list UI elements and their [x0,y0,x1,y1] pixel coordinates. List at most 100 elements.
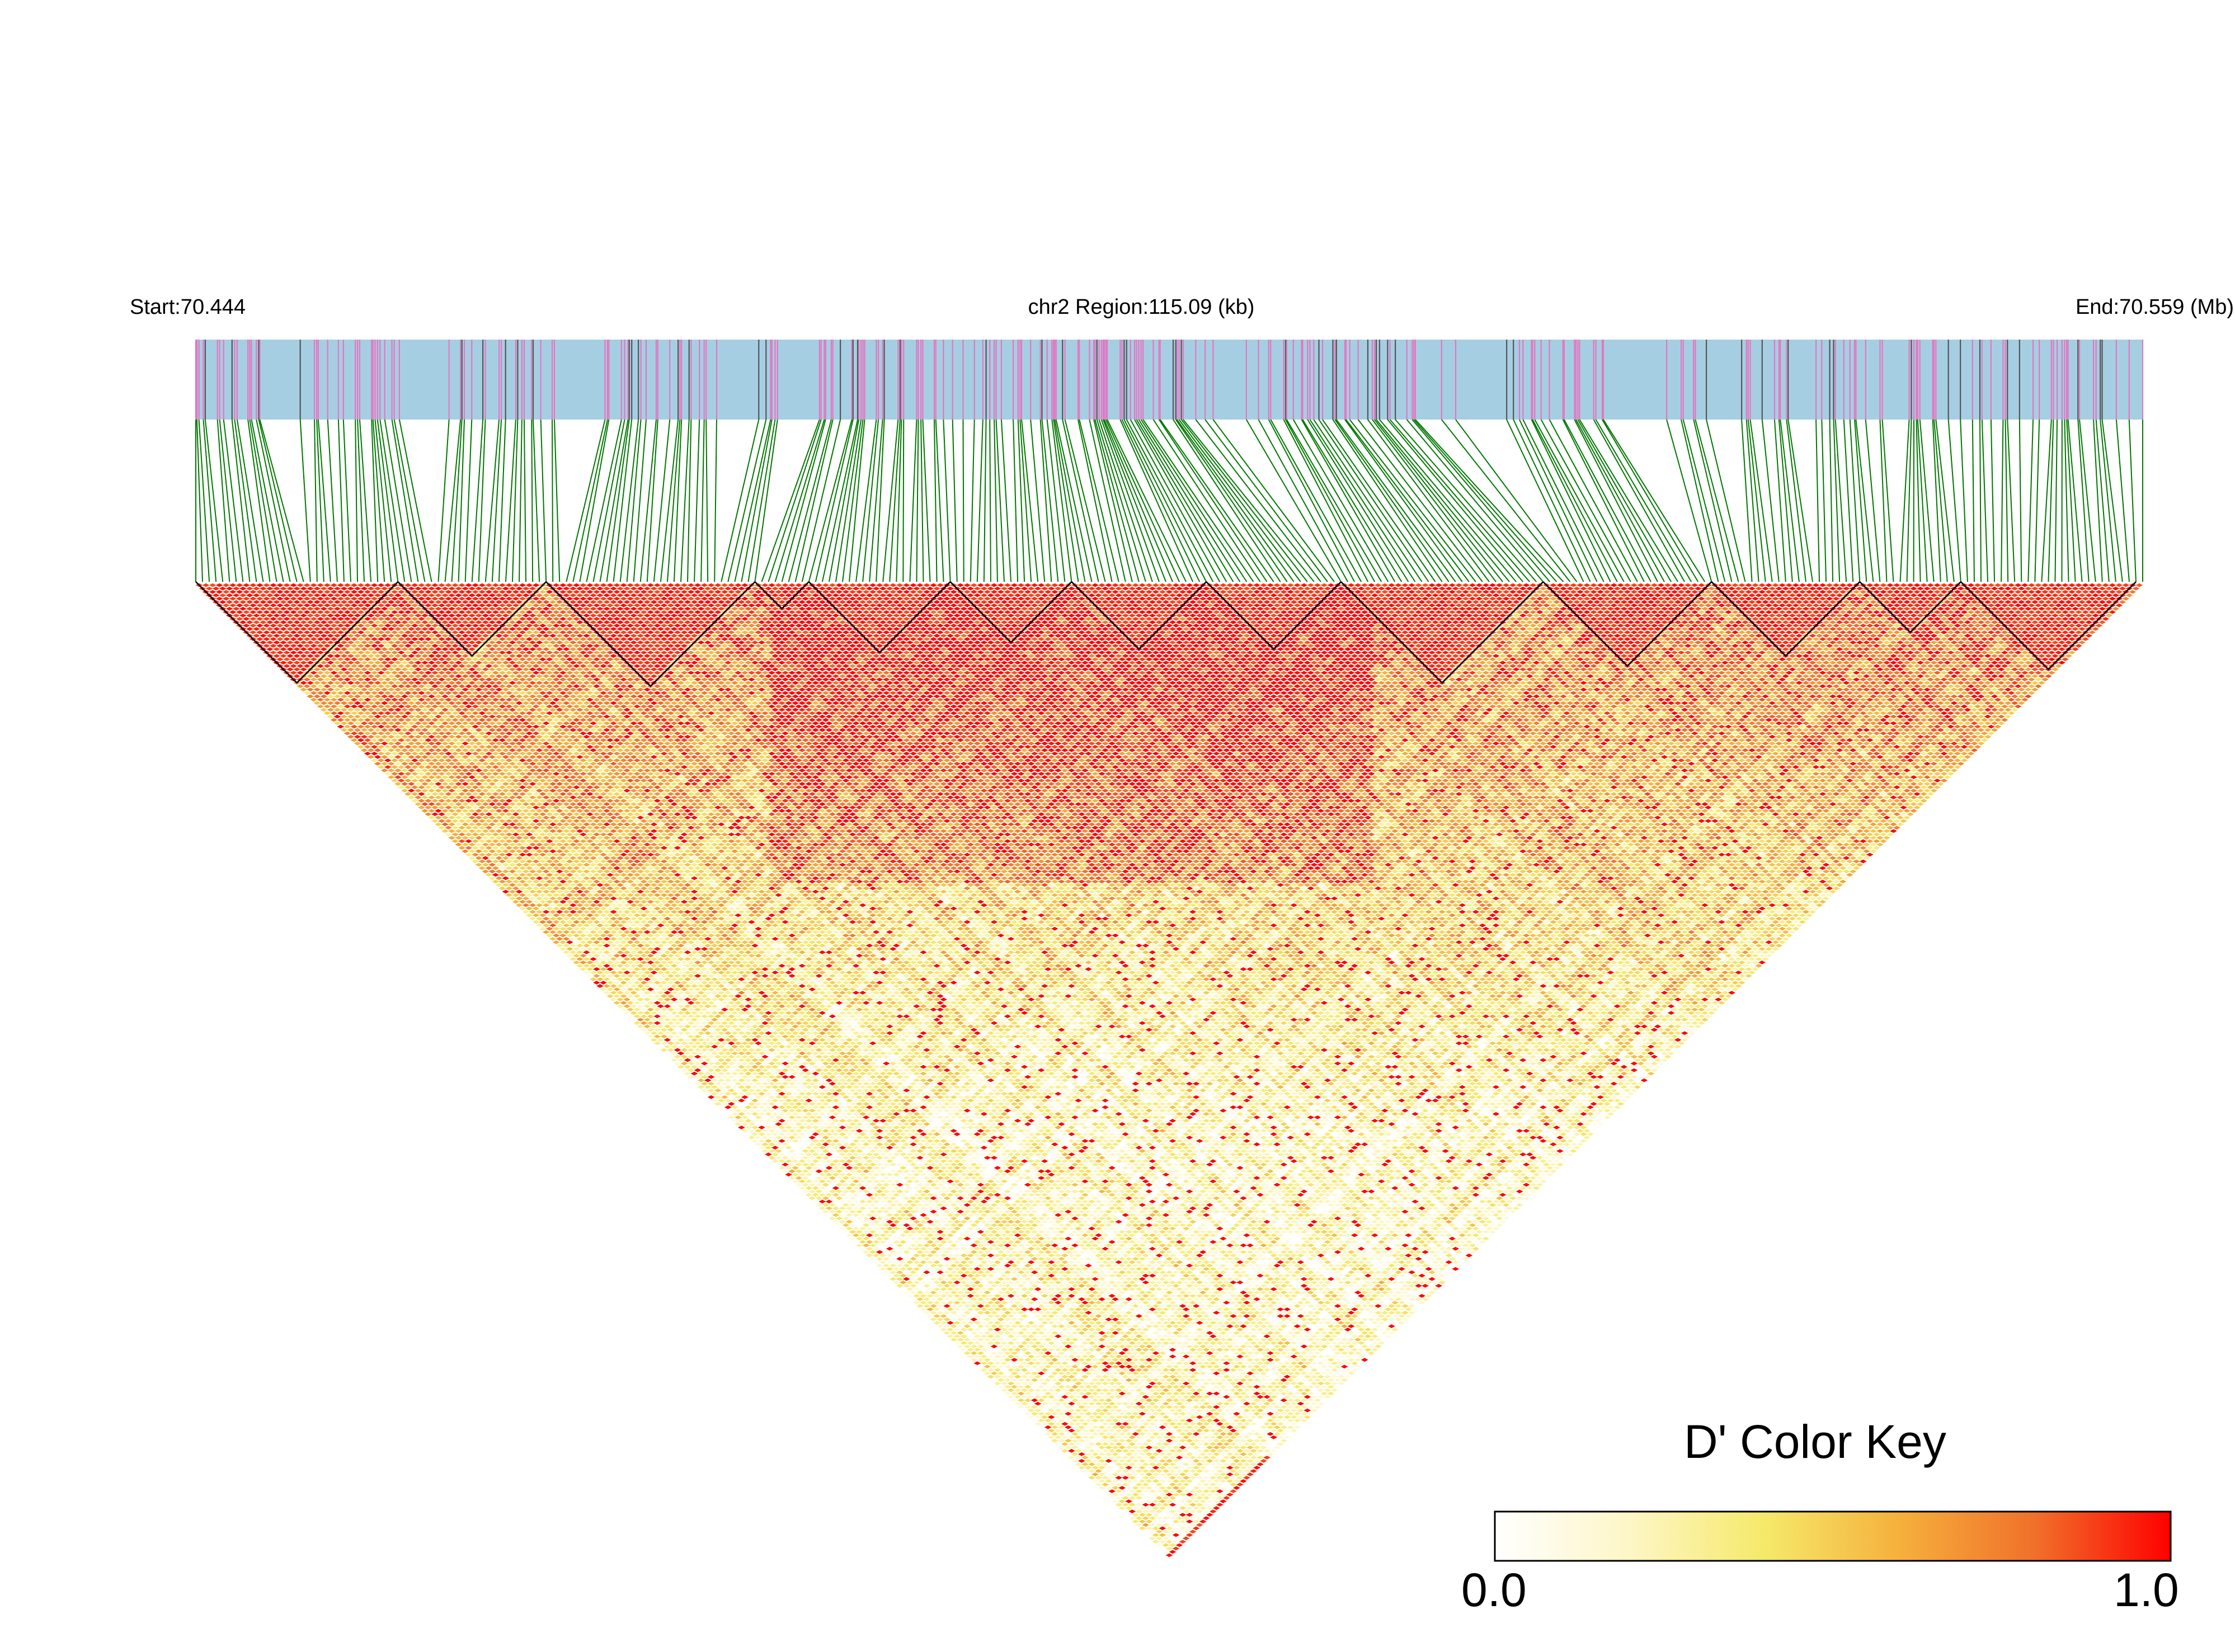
ld-cell [795,1149,802,1153]
ld-cell [671,1058,678,1062]
ld-cell [529,890,537,894]
ld-cell [246,620,253,624]
ld-cell [226,600,233,604]
ld-cell [559,934,567,938]
ld-cell [384,745,392,749]
snp-connector-line [344,420,351,582]
ld-cell [987,1348,995,1352]
ld-cell [623,1011,630,1015]
ld-cell [398,772,405,776]
ld-cell [677,1031,685,1035]
ld-cell [903,1277,910,1281]
ld-cell [502,876,510,880]
ld-cell [1048,1415,1055,1419]
ld-cell [802,1189,809,1193]
ld-cell [674,1034,681,1038]
ld-cell [610,964,617,968]
ld-cell [401,789,408,793]
ld-cell [462,836,469,840]
ld-cell [506,873,513,877]
ld-cell [957,1324,964,1328]
ld-cell [1081,1469,1089,1473]
ld-cell [613,981,620,985]
ld-cell [768,1142,775,1146]
ld-cell [960,1328,967,1331]
ld-cell [1146,1513,1153,1517]
ld-cell [688,1048,695,1052]
ld-cell [388,762,395,766]
ld-cell [216,583,223,587]
ld-cell [280,627,287,631]
ld-cell [320,674,327,678]
ld-cell [529,897,537,901]
ld-cell [344,711,351,715]
ld-cell [239,620,247,624]
ld-cell [967,1348,974,1352]
ld-cell [1128,1489,1136,1493]
ld-cell [307,688,314,691]
ld-cell [960,1314,967,1318]
ld-cell [1044,1419,1052,1423]
ld-cell [853,1234,860,1237]
ld-cell [573,954,580,958]
snp-connector-line [355,420,357,582]
ld-cell [869,1244,877,1248]
ld-cell [643,1024,651,1028]
ld-cell [761,1116,769,1119]
ld-cell [714,1089,722,1093]
ld-cell [391,752,398,756]
ld-cell [913,1274,920,1278]
ld-cell [563,917,570,921]
ld-cell [1011,1364,1018,1368]
ld-cell [236,583,243,587]
ld-cell [906,1260,914,1264]
ld-cell [926,1301,934,1305]
ld-cell [1001,1361,1008,1365]
ld-cell [930,1297,937,1301]
ld-cell [1071,1425,1079,1429]
ld-cell [455,816,462,820]
ld-cell [610,971,617,975]
ld-cell [994,1348,1001,1352]
ld-cell [512,879,520,883]
snp-connector-line [1973,420,1974,582]
ld-cell [606,987,614,991]
ld-cell [630,1018,637,1022]
ld-cell [853,1227,860,1231]
ld-cell [738,1105,745,1109]
ld-cell [826,1179,833,1183]
ld-cell [347,714,355,718]
ld-cell [653,1034,661,1038]
snp-connector-line [2007,420,2015,582]
ld-cell [243,590,250,594]
ld-cell [250,610,257,614]
ld-cell [758,1119,765,1123]
ld-cell [1065,1446,1072,1449]
ld-cell [465,826,472,830]
ld-cell [637,991,644,995]
ld-cell [283,630,290,634]
ld-cell [933,1301,940,1305]
ld-cell [1159,1513,1166,1517]
ld-cell [300,647,307,651]
ld-cell [1034,1415,1042,1419]
ld-cell [1051,1412,1058,1416]
ld-cell [523,876,530,880]
ld-cell [765,1139,772,1143]
ld-cell [930,1284,937,1288]
ld-cell [765,1126,772,1129]
ld-cell [704,1092,712,1096]
ld-cell [293,674,300,678]
ld-cell [731,1105,738,1109]
ld-cell [677,1065,685,1069]
ld-cell [236,597,243,601]
ld-cell [293,667,300,671]
ld-cell [499,873,506,877]
ld-cell [916,1270,924,1274]
ld-cell [970,1331,977,1335]
ld-cell [1128,1516,1136,1520]
ld-cell [233,614,240,618]
ld-cell [583,957,590,961]
ld-cell [688,1075,695,1079]
